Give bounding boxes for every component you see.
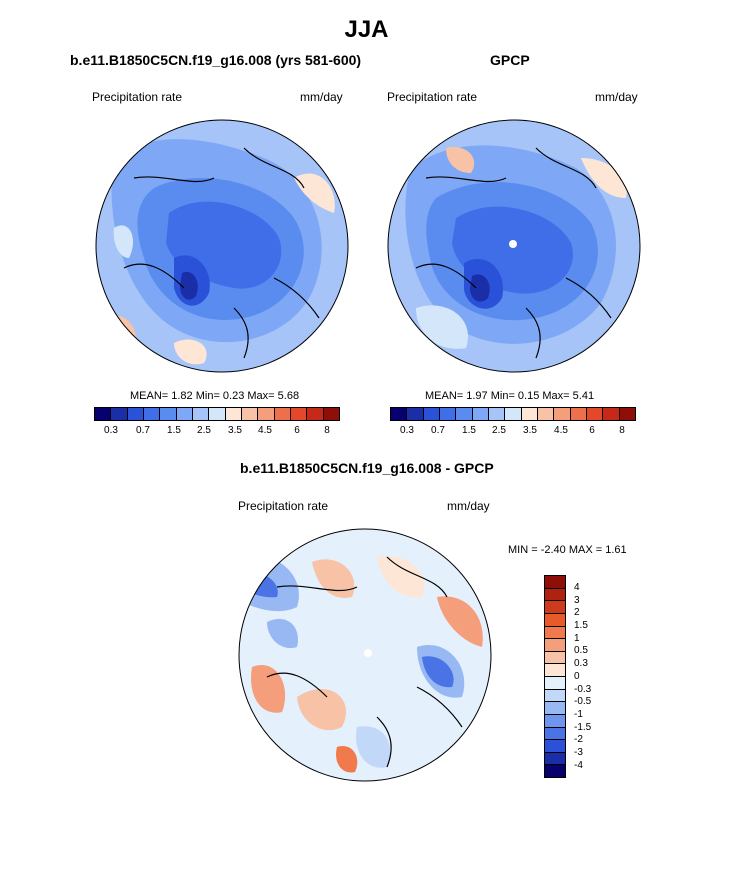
- diff-stats: MIN = -2.40 MAX = 1.61: [508, 544, 627, 556]
- model-variable-label: Precipitation rate: [92, 90, 183, 104]
- model-polar-map: [95, 119, 349, 373]
- diff-cbar-tick: 1.5: [574, 620, 588, 631]
- diff-panel-title: b.e11.B1850C5CN.f19_g16.008 - GPCP: [240, 460, 494, 476]
- obs-units-label: mm/day: [595, 90, 638, 104]
- obs-variable-label: Precipitation rate: [387, 90, 478, 104]
- obs-panel-title: GPCP: [490, 52, 530, 68]
- diff-cbar-tick: -0.5: [574, 696, 592, 707]
- model-cbar-tick: 1.5: [167, 425, 181, 436]
- diff-cbar-tick: 1: [574, 633, 580, 644]
- model-stats: MEAN= 1.82 Min= 0.23 Max= 5.68: [130, 390, 300, 402]
- obs-cbar-tick: 4.5: [554, 425, 568, 436]
- diff-cbar-tick: -1.5: [574, 722, 592, 733]
- model-cbar-tick: 4.5: [258, 425, 272, 436]
- model-cbar-tick: 0.7: [136, 425, 150, 436]
- diff-cbar-tick: -3: [574, 747, 583, 758]
- obs-polar-map: [387, 119, 641, 373]
- figure-title: JJA: [344, 16, 389, 43]
- model-colorbar: [94, 407, 340, 421]
- diff-cbar-tick: -4: [574, 760, 583, 771]
- model-cbar-tick: 8: [324, 425, 330, 436]
- diff-cbar-tick: -1: [574, 709, 583, 720]
- model-cbar-tick: 2.5: [197, 425, 211, 436]
- obs-cbar-tick: 3.5: [523, 425, 537, 436]
- diff-cbar-tick: -2: [574, 734, 583, 745]
- obs-stats: MEAN= 1.97 Min= 0.15 Max= 5.41: [425, 390, 595, 402]
- diff-cbar-tick: 0.5: [574, 645, 588, 656]
- model-cbar-tick: 6: [294, 425, 300, 436]
- obs-cbar-tick: 0.3: [400, 425, 414, 436]
- obs-cbar-tick: 8: [619, 425, 625, 436]
- obs-cbar-tick: 0.7: [431, 425, 445, 436]
- obs-cbar-tick: 6: [589, 425, 595, 436]
- diff-polar-map: [238, 528, 492, 782]
- obs-cbar-tick: 2.5: [492, 425, 506, 436]
- diff-cbar-tick: 0.3: [574, 658, 588, 669]
- diff-variable-label: Precipitation rate: [238, 499, 329, 513]
- diff-cbar-tick: 0: [574, 671, 580, 682]
- diff-units-label: mm/day: [447, 499, 490, 513]
- model-cbar-tick: 3.5: [228, 425, 242, 436]
- diff-cbar-tick: 2: [574, 607, 580, 618]
- diff-colorbar: [544, 575, 566, 778]
- obs-cbar-tick: 1.5: [462, 425, 476, 436]
- model-units-label: mm/day: [300, 90, 343, 104]
- obs-colorbar: [390, 407, 636, 421]
- diff-cbar-tick: -0.3: [574, 684, 592, 695]
- model-panel-title: b.e11.B1850C5CN.f19_g16.008 (yrs 581-600…: [70, 52, 362, 68]
- diff-cbar-tick: 3: [574, 595, 580, 606]
- model-cbar-tick: 0.3: [104, 425, 118, 436]
- diff-cbar-tick: 4: [574, 582, 580, 593]
